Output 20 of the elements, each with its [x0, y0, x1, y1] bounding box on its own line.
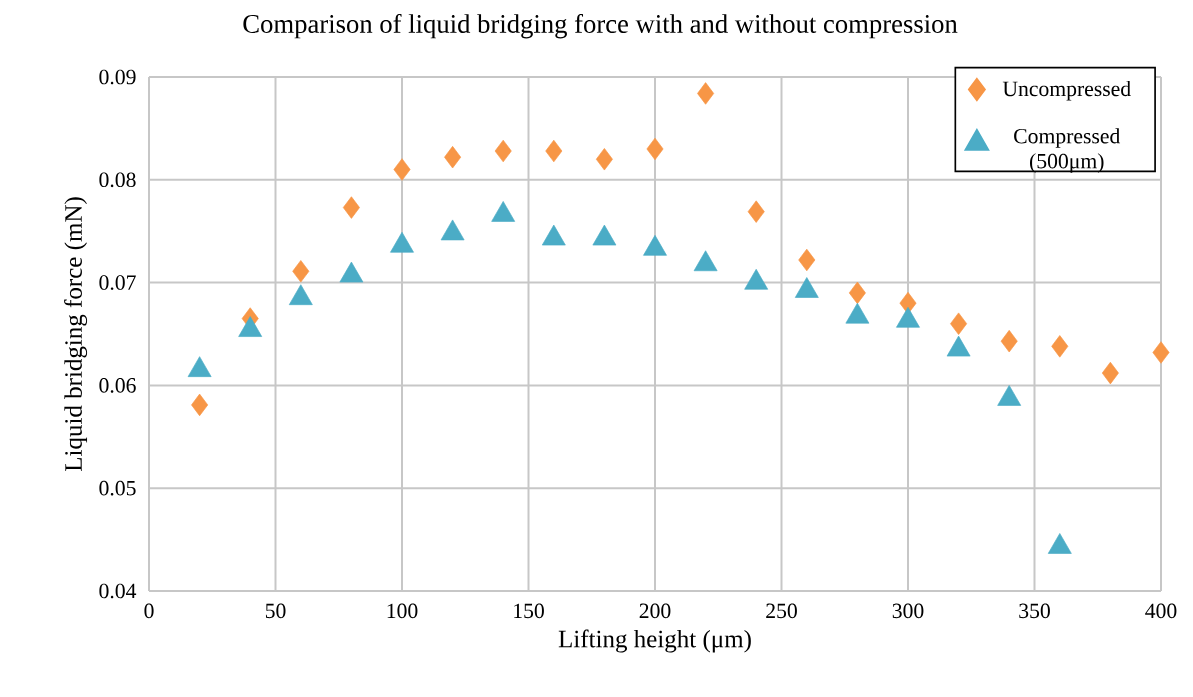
- x-tick-label: 400: [1145, 603, 1177, 619]
- y-tick-label: 0.04: [99, 583, 137, 599]
- x-tick-label: 0: [144, 603, 154, 619]
- x-tick-label: 50: [265, 603, 286, 619]
- x-tick-label: 300: [892, 603, 924, 619]
- y-tick-label: 0.06: [99, 378, 136, 393]
- chart-title: Comparison of liquid bridging force with and without compression: [243, 13, 958, 39]
- x-tick-label: 200: [639, 603, 671, 619]
- legend-label: Uncompressed: [1002, 80, 1131, 101]
- x-tick-label: 150: [514, 603, 544, 619]
- y-tick-label: 0.08: [99, 172, 136, 188]
- x-axis-title: Lifting height (μm): [558, 629, 751, 653]
- y-tick-label: 0.07: [99, 275, 136, 290]
- y-tick-label: 0.05: [99, 480, 136, 496]
- y-tick-label: 0.09: [99, 69, 136, 85]
- x-tick-label: 250: [766, 603, 797, 619]
- x-tick-label: 350: [1019, 603, 1050, 619]
- legend-label: Compressed (500μm): [1014, 128, 1121, 173]
- y-axis-title: Liquid bridging force (mN): [64, 197, 88, 472]
- x-tick-label: 100: [387, 603, 418, 619]
